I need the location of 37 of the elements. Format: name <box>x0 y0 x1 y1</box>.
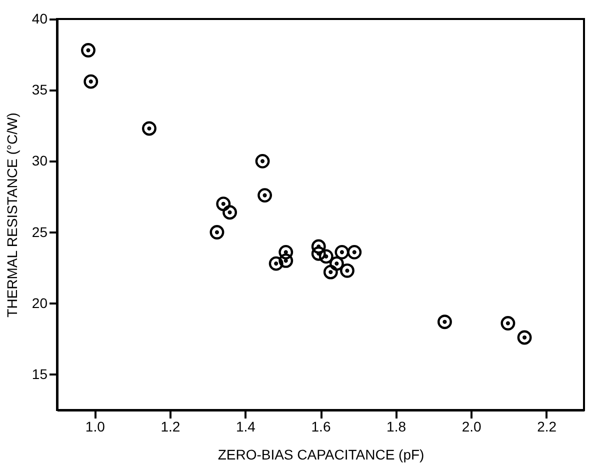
point <box>216 196 231 212</box>
y-tick-label: 35 <box>32 82 48 98</box>
point <box>311 246 326 261</box>
point <box>142 121 156 136</box>
point <box>347 244 362 260</box>
point <box>268 256 284 271</box>
y-tick-label: 20 <box>32 294 48 311</box>
point <box>334 244 350 260</box>
point <box>258 188 272 203</box>
point <box>311 239 326 254</box>
x-tick-label: 1.0 <box>85 418 106 434</box>
point <box>500 316 516 330</box>
point <box>278 244 294 260</box>
x-axis-title: ZERO-BIAS CAPACITANCE (pF) <box>218 446 424 462</box>
point <box>222 205 238 220</box>
x-tick-label: 1.6 <box>311 418 331 434</box>
point <box>210 225 224 240</box>
point <box>255 154 270 168</box>
point <box>437 314 452 330</box>
y-axis-title: THERMAL RESISTANCE (°C/W) <box>4 112 20 318</box>
point <box>84 74 98 89</box>
y-tick-label: 15 <box>32 366 48 382</box>
point <box>517 330 532 345</box>
x-tick-label: 2.0 <box>462 418 482 434</box>
point <box>318 249 334 264</box>
point <box>323 264 338 280</box>
y-tick-label: 40 <box>32 10 48 26</box>
point <box>81 43 96 58</box>
y-tick-label: 30 <box>32 152 48 169</box>
x-tick-label: 1.8 <box>386 418 406 434</box>
x-tick-label: 1.2 <box>160 418 180 434</box>
point <box>278 253 294 268</box>
x-tick-label: 1.4 <box>236 418 256 434</box>
x-tick-label: 2.2 <box>537 418 557 434</box>
point <box>340 263 354 278</box>
point <box>329 256 344 271</box>
y-tick-label: 25 <box>32 224 48 240</box>
